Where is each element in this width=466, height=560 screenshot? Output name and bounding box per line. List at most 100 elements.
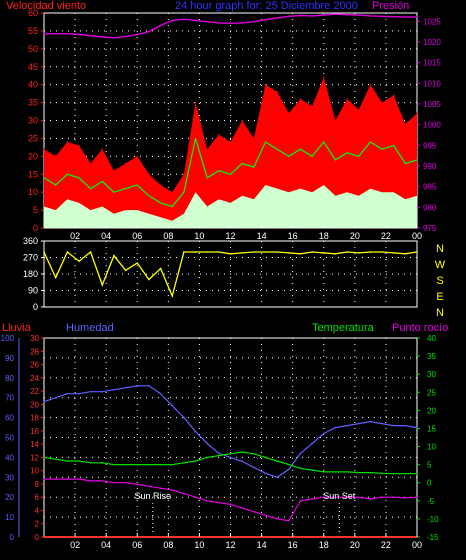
temperature-tick-label: 30 bbox=[427, 370, 436, 379]
humidity-point bbox=[124, 386, 127, 389]
humidity-point bbox=[322, 432, 325, 435]
pressure-point bbox=[253, 20, 255, 23]
humidity-point bbox=[357, 422, 360, 425]
pressure-tick-label: 1010 bbox=[423, 79, 441, 88]
x-tick-label: 20 bbox=[350, 231, 360, 241]
temperature-point bbox=[148, 463, 150, 466]
wind-direction-point bbox=[287, 252, 290, 254]
temperature-point bbox=[346, 471, 348, 473]
x-tick-label: 22 bbox=[381, 540, 391, 550]
humidity-point bbox=[194, 430, 197, 433]
direction-tick-label: 270 bbox=[23, 253, 38, 263]
wind-direction-point bbox=[124, 269, 127, 272]
dewpoint-point bbox=[159, 487, 162, 489]
dewpoint-point bbox=[276, 518, 278, 520]
humidity-point bbox=[346, 424, 348, 427]
dewpoint-title: Punto rocío bbox=[392, 322, 448, 334]
wind-direction-point bbox=[183, 251, 185, 253]
wind-direction-marks bbox=[43, 250, 418, 299]
humidity-point bbox=[148, 384, 150, 387]
wind-direction-point bbox=[194, 251, 197, 253]
wind-direction-point bbox=[276, 251, 278, 253]
rain-tick-label: 22 bbox=[30, 387, 39, 396]
temperature-point bbox=[416, 472, 418, 475]
compass-label: E bbox=[436, 291, 443, 303]
x-tick-label: 18 bbox=[319, 540, 329, 550]
temperature-point bbox=[264, 456, 267, 459]
wind-speed-point bbox=[381, 101, 383, 104]
wind-speed-point bbox=[264, 83, 267, 86]
dewpoint-point bbox=[113, 481, 115, 484]
temperature-point bbox=[78, 460, 80, 462]
wind-speed-point bbox=[206, 148, 208, 150]
humidity-point bbox=[218, 452, 220, 455]
rain-tick-label: 4 bbox=[35, 506, 40, 515]
x-tick-label: 06 bbox=[132, 231, 142, 241]
temperature-point bbox=[124, 463, 127, 466]
temperature-point bbox=[54, 458, 57, 461]
wind-speed-point bbox=[183, 173, 185, 176]
humidity-temp-marks: Sun Rise Sun Set bbox=[43, 384, 418, 538]
wind-tick-label: 20 bbox=[28, 151, 38, 161]
wind-speed-point bbox=[171, 191, 174, 193]
humidity-tick-label: 80 bbox=[5, 374, 14, 383]
sun-event-label: Sun Rise bbox=[135, 491, 172, 501]
humidity-point bbox=[136, 384, 139, 387]
temperature-point bbox=[392, 472, 395, 475]
temperature-point bbox=[113, 463, 115, 466]
humidity-point bbox=[229, 456, 232, 459]
humidity-point bbox=[159, 392, 162, 395]
humidity-tick-label: 10 bbox=[5, 513, 14, 522]
pressure-point bbox=[229, 22, 232, 25]
x-tick-label: 10 bbox=[194, 540, 204, 550]
dewpoint-point bbox=[357, 496, 360, 499]
pressure-point bbox=[66, 32, 69, 35]
wind-speed-point bbox=[299, 98, 302, 100]
temperature-point bbox=[287, 463, 290, 466]
wind-speed-point bbox=[113, 169, 115, 172]
pressure-point bbox=[159, 24, 162, 27]
x-tick-label: 02 bbox=[70, 231, 80, 241]
dewpoint-point bbox=[66, 478, 69, 480]
pressure-tick-label: 1025 bbox=[423, 17, 441, 26]
pressure-point bbox=[148, 30, 150, 33]
pressure-point bbox=[183, 18, 185, 21]
wind-tick-label: 5 bbox=[33, 205, 38, 215]
wind-direction-point bbox=[264, 251, 267, 253]
dewpoint-point bbox=[183, 492, 185, 495]
dewpoint-point bbox=[392, 496, 395, 499]
humidity-point bbox=[89, 390, 92, 393]
wind-speed-point bbox=[322, 76, 325, 79]
humidity-point bbox=[78, 392, 80, 395]
pressure-point bbox=[241, 22, 243, 24]
wind-direction-point bbox=[299, 253, 302, 255]
wind-speed-point bbox=[124, 162, 127, 165]
rain-tick-label: 6 bbox=[35, 493, 40, 502]
wind-speed-point bbox=[241, 119, 243, 122]
pressure-point bbox=[299, 14, 302, 17]
dewpoint-point bbox=[334, 496, 337, 499]
pressure-point bbox=[287, 15, 290, 18]
pressure-point bbox=[392, 15, 395, 18]
wind-speed-point bbox=[346, 98, 348, 100]
wind-tick-label: 0 bbox=[33, 223, 38, 233]
dewpoint-point bbox=[54, 478, 57, 480]
pressure-point bbox=[218, 22, 220, 24]
dewpoint-point bbox=[311, 498, 313, 500]
wind-speed-point bbox=[311, 105, 313, 107]
temperature-tick-label: 20 bbox=[427, 406, 436, 415]
compass-label: S bbox=[436, 275, 443, 287]
pressure-tick-label: 980 bbox=[423, 203, 437, 212]
temperature-point bbox=[194, 460, 197, 462]
humidity-rain-axis: 0102030405060708090100024681012141618202… bbox=[1, 334, 44, 542]
humidity-line bbox=[43, 385, 418, 478]
wind-direction-point bbox=[206, 251, 208, 253]
rain-tick-label: 24 bbox=[30, 374, 39, 383]
wind-direction-point bbox=[253, 251, 255, 253]
humidity-point bbox=[416, 426, 418, 429]
humidity-tick-label: 0 bbox=[10, 533, 15, 542]
wind-direction-point bbox=[78, 260, 80, 262]
